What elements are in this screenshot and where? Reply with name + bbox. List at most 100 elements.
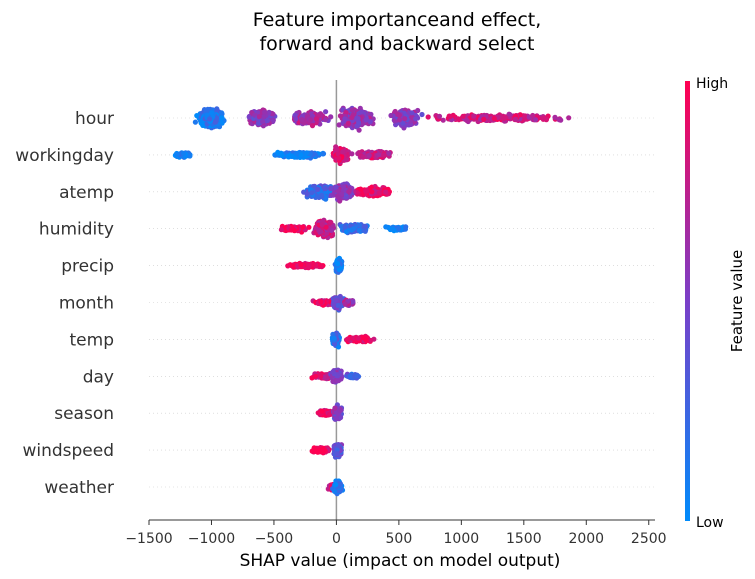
shap-dot xyxy=(369,189,375,195)
shap-dot xyxy=(285,263,291,269)
shap-dot xyxy=(181,150,187,156)
feature-dots-weather xyxy=(325,478,346,497)
shap-dot xyxy=(456,117,462,123)
shap-dot xyxy=(212,119,219,125)
shap-dot xyxy=(345,120,351,126)
shap-dot xyxy=(335,442,341,448)
shap-dot xyxy=(246,114,252,120)
shap-dot xyxy=(260,114,267,120)
shap-dot xyxy=(342,224,348,230)
feature-dots-day xyxy=(309,367,362,385)
shap-dot xyxy=(318,373,324,379)
shap-dot xyxy=(291,227,297,233)
shap-dot xyxy=(506,111,512,117)
shap-dot xyxy=(304,150,310,156)
shap-dot xyxy=(328,114,334,120)
shap-dot xyxy=(334,378,340,384)
feature-dots-windspeed xyxy=(309,442,345,460)
shap-dot xyxy=(376,190,382,196)
shap-dot xyxy=(333,184,339,190)
shap-dot xyxy=(355,116,361,122)
shap-dot xyxy=(335,194,341,200)
shap-dot xyxy=(297,152,304,158)
feature-dots-atemp xyxy=(301,181,392,204)
shap-dot xyxy=(403,224,409,230)
shap-dot xyxy=(566,115,572,121)
shap-dot xyxy=(552,114,558,120)
shap-dot xyxy=(322,185,329,192)
shap-dot xyxy=(187,153,193,159)
shap-dot xyxy=(346,189,352,195)
shap-dot xyxy=(333,144,339,150)
shap-dot xyxy=(381,152,387,158)
shap-dot xyxy=(367,119,373,125)
shap-dot xyxy=(299,117,305,123)
shap-dot xyxy=(336,155,342,161)
shap-dot xyxy=(363,188,369,194)
shap-dot xyxy=(319,408,325,414)
shap-dot xyxy=(530,112,536,119)
shap-dot xyxy=(335,302,341,308)
chart-title-line-1: Feature importanceand effect, xyxy=(253,9,542,31)
shap-dot xyxy=(337,407,343,414)
shap-dot xyxy=(447,113,453,119)
shap-dot xyxy=(192,119,198,125)
shap-dot xyxy=(556,117,562,123)
shap-dot xyxy=(309,375,315,381)
feature-dots-workingday xyxy=(172,144,393,167)
feature-dots-humidity xyxy=(278,217,409,241)
feature-dots-hour xyxy=(192,105,572,133)
shap-dot xyxy=(219,110,225,116)
shap-dot xyxy=(278,227,284,233)
shap-dot xyxy=(366,152,372,158)
shap-dot xyxy=(207,116,213,122)
shap-dot xyxy=(363,117,369,123)
shap-dot xyxy=(356,227,362,233)
shap-dot xyxy=(174,151,180,157)
shap-dot xyxy=(400,120,406,126)
shap-dot xyxy=(256,114,262,120)
shap-dot xyxy=(517,112,523,118)
shap-dot xyxy=(413,116,419,122)
shap-dot xyxy=(362,228,368,234)
shap-dot xyxy=(315,186,321,192)
shap-dot xyxy=(349,114,355,121)
shap-dot xyxy=(330,302,336,308)
shap-dot xyxy=(307,117,313,123)
shap-dot xyxy=(203,107,209,113)
shap-dot xyxy=(334,451,340,457)
shap-dot xyxy=(304,191,310,197)
shap-dot xyxy=(460,113,466,119)
shap-dot xyxy=(343,110,349,116)
shap-dot xyxy=(533,117,539,123)
shap-dot xyxy=(293,116,299,122)
shap-dot xyxy=(342,116,348,122)
shap-dot xyxy=(293,151,300,157)
shap-dot xyxy=(349,151,355,157)
shap-dot xyxy=(396,112,402,118)
shap-dot xyxy=(333,297,339,303)
shap-dot xyxy=(383,224,389,230)
shap-dot xyxy=(219,120,225,126)
feature-row-guides xyxy=(149,117,655,488)
shap-dot xyxy=(347,373,353,379)
shap-dot xyxy=(464,117,470,123)
shap-dot xyxy=(436,113,443,119)
shap-dot xyxy=(309,190,315,196)
shap-dot xyxy=(335,261,341,267)
shap-dot xyxy=(262,109,268,115)
shap-dot xyxy=(313,116,319,122)
shap-dot xyxy=(332,405,338,411)
shap-dot xyxy=(342,301,348,307)
shap-dot xyxy=(396,226,402,232)
shap-dot xyxy=(355,335,362,341)
shap-dot xyxy=(260,119,266,125)
shap-dot xyxy=(390,226,396,232)
shap-dot xyxy=(354,373,360,379)
chart-title-line-2: forward and backward select xyxy=(259,33,534,55)
shap-dot xyxy=(356,127,362,133)
shap-dot xyxy=(388,112,394,119)
shap-dot xyxy=(419,111,425,118)
feature-dots-month xyxy=(310,293,356,313)
